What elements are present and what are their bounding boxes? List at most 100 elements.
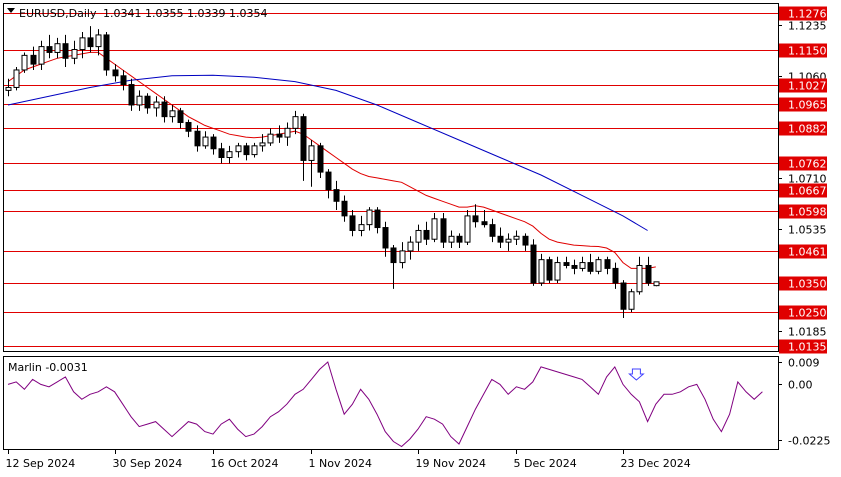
level-label-bg xyxy=(779,204,827,219)
candle-bear xyxy=(645,264,652,284)
candle-bear xyxy=(120,75,127,86)
level-label-bg xyxy=(779,121,827,136)
candle-bear xyxy=(530,244,537,284)
level-label: 1.0667 xyxy=(788,185,827,198)
candle-bear xyxy=(128,84,135,106)
level-label-bg xyxy=(779,183,827,198)
candle-bull xyxy=(653,281,660,287)
price-tick-label: 1.0185 xyxy=(788,326,827,339)
indicator-label: Marlin -0.0031 xyxy=(8,361,88,374)
level-label: 1.0882 xyxy=(788,123,827,136)
time-tick-label: 5 Dec 2024 xyxy=(514,457,577,470)
candle-bear xyxy=(161,101,168,118)
candle-bear xyxy=(194,130,201,147)
marlin-oscillator: 0.009 0.00 -0.0225 xyxy=(7,357,830,448)
indicator-scale-label: -0.0225 xyxy=(788,435,830,448)
level-label: 1.0350 xyxy=(788,278,827,291)
candle-bull xyxy=(358,224,365,231)
candle-bear xyxy=(243,145,250,156)
candle-bull xyxy=(79,37,86,51)
candle-bear xyxy=(218,148,225,159)
candle-bull xyxy=(595,259,602,272)
candle-bull xyxy=(95,34,102,48)
symbol-dropdown-icon[interactable] xyxy=(7,8,15,13)
candle-bear xyxy=(423,229,430,240)
level-label: 1.1276 xyxy=(788,8,827,21)
candle-bear xyxy=(563,262,570,266)
candle-bear xyxy=(30,54,37,65)
time-tick-label: 1 Nov 2024 xyxy=(309,457,372,470)
price-tick-label: 1.0535 xyxy=(788,224,827,237)
level-label-bg xyxy=(779,305,827,320)
time-axis: 12 Sep 2024 30 Sep 2024 16 Oct 2024 1 Nov 2… xyxy=(6,450,691,470)
level-label: 1.0250 xyxy=(788,307,827,320)
candle-bull xyxy=(579,262,586,269)
candle-bull xyxy=(21,54,28,71)
level-label-bg xyxy=(779,339,827,354)
candle-bear xyxy=(546,259,553,281)
candle-bull xyxy=(259,142,266,147)
candle-bear xyxy=(177,110,184,123)
level-label-bg xyxy=(779,43,827,58)
candle-bull xyxy=(54,43,61,53)
candle-bear xyxy=(341,200,348,217)
time-tick-label: 16 Oct 2024 xyxy=(211,457,279,470)
candle-bear xyxy=(333,189,340,202)
candle-bull xyxy=(71,49,78,59)
candle-bear xyxy=(210,136,217,150)
candle-bear xyxy=(374,209,381,229)
candle-bear xyxy=(497,235,504,243)
level-label: 1.0762 xyxy=(788,158,827,171)
time-tick-label: 30 Sep 2024 xyxy=(113,457,183,470)
candle-bear xyxy=(103,34,110,71)
time-tick-label: 12 Sep 2024 xyxy=(6,457,76,470)
candle-bear xyxy=(587,262,594,272)
level-label: 1.0598 xyxy=(788,206,827,219)
level-label-bg xyxy=(779,78,827,93)
candle-bull xyxy=(399,250,406,264)
candle-bear xyxy=(349,215,356,231)
candle-bear xyxy=(604,259,611,269)
candle-bull xyxy=(366,209,373,226)
indicator-scale-label: 0.00 xyxy=(788,379,813,392)
candle-bear xyxy=(620,282,627,310)
candle-bear xyxy=(571,264,578,269)
candlesticks xyxy=(5,26,660,319)
time-tick-label: 19 Nov 2024 xyxy=(416,457,486,470)
candle-bull xyxy=(505,238,512,243)
level-label: 1.0461 xyxy=(788,246,827,259)
symbol-timeframe: EURUSD,Daily xyxy=(19,7,97,20)
time-tick-label: 23 Dec 2024 xyxy=(621,457,691,470)
indicator-frame xyxy=(3,356,779,450)
candle-bull xyxy=(292,116,299,129)
level-label-bg xyxy=(779,6,827,21)
moving-averages xyxy=(7,51,656,269)
candle-bear xyxy=(481,221,488,226)
candle-bear xyxy=(276,133,283,138)
price-tick-label: 1.0710 xyxy=(788,173,827,186)
price-tick-label: 1.1235 xyxy=(788,20,827,33)
indicator-scale-label: 0.009 xyxy=(788,357,820,370)
candle-bull xyxy=(226,151,233,159)
ma-blue-line xyxy=(7,74,648,231)
candle-bull xyxy=(136,95,143,106)
level-label-bg xyxy=(779,276,827,291)
candle-bear xyxy=(612,267,619,284)
candle-bear xyxy=(62,43,69,59)
candle-bear xyxy=(489,224,496,237)
marlin-line xyxy=(7,361,763,448)
level-label-bg xyxy=(779,244,827,259)
ohlc-values: 1.0341 1.0355 1.0339 1.0354 xyxy=(103,7,267,20)
candle-bear xyxy=(382,227,389,249)
level-label: 1.1150 xyxy=(788,45,827,58)
candle-bull xyxy=(448,235,455,243)
candle-bull xyxy=(251,145,258,156)
candle-bear xyxy=(522,235,529,246)
candle-bull xyxy=(202,136,209,147)
candle-bull xyxy=(169,110,176,118)
candle-bear xyxy=(472,215,479,223)
candle-bull xyxy=(284,127,291,138)
